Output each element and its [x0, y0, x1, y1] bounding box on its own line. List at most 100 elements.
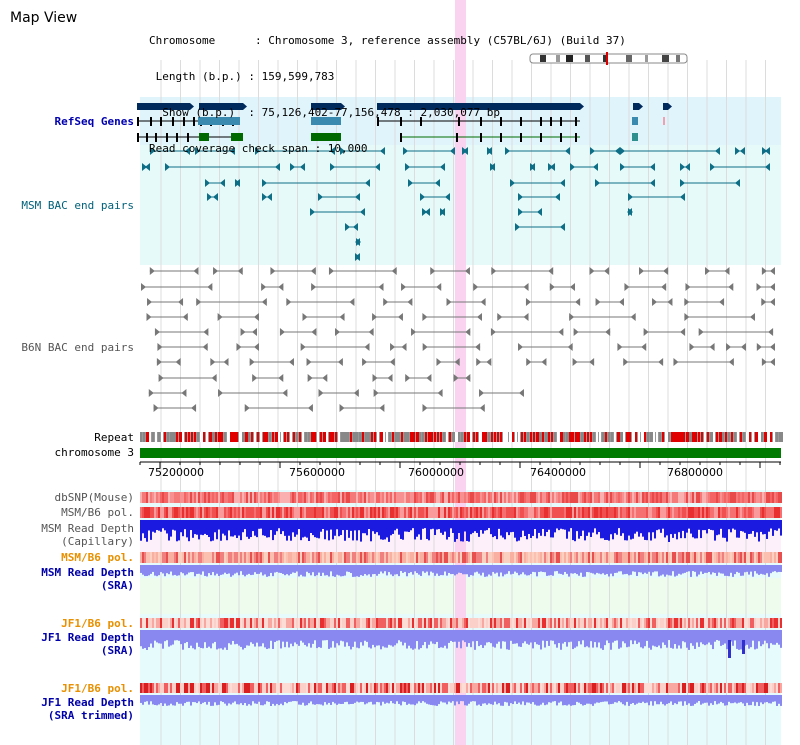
track-label-msm-b6-pol[interactable]: MSM/B6 pol.: [61, 506, 134, 519]
track-label-jf1-read-depth-trim[interactable]: JF1 Read Depth: [41, 696, 134, 709]
jf1-sra-depth-bar: [354, 630, 356, 642]
track-label-repeat[interactable]: Repeat: [94, 431, 134, 444]
jf1-b6-pol-heat-cell: [484, 683, 486, 693]
msm-sra-depth-bar: [530, 565, 532, 574]
jf1-b6-pol-heat-cell: [472, 618, 474, 628]
msm-b6-pol-heat-cell: [506, 507, 508, 518]
jf1-trim-depth-bar: [318, 695, 320, 705]
jf1-b6-pol-heat-cell: [560, 683, 562, 693]
msm-b6-pol-heat-cell: [556, 552, 558, 563]
jf1-b6-pol-heat-cell: [592, 618, 594, 628]
msm-cap-depth-bar: [226, 520, 228, 541]
msm-b6-pol-heat-cell: [396, 507, 398, 518]
track-label-jf1-b6-pol[interactable]: JF1/B6 pol.: [61, 617, 134, 630]
track-label-b6n-bac[interactable]: B6N BAC end pairs: [21, 341, 134, 354]
msm-b6-pol-heat-cell: [634, 552, 636, 563]
msm-b6-pol-heat-cell: [206, 507, 208, 518]
dbsnp-heat-cell: [350, 492, 352, 503]
jf1-b6-pol-heat-cell: [404, 683, 406, 693]
jf1-sra-depth-bar: [412, 630, 414, 650]
msm-b6-pol-heat-cell: [322, 552, 324, 563]
repeat-element: [593, 432, 595, 442]
bac-end-marker: [639, 267, 645, 275]
msm-b6-pol-heat-cell: [282, 507, 284, 518]
bac-end-marker: [762, 147, 767, 155]
msm-b6-pol-heat-cell: [708, 507, 710, 518]
track-label-msm-read-depth-sra[interactable]: MSM Read Depth: [41, 566, 134, 579]
msm-cap-depth-bar: [540, 520, 542, 536]
jf1-b6-pol-heat-cell: [438, 683, 440, 693]
jf1-sra-depth-bar: [368, 630, 370, 648]
msm-b6-pol-heat-cell: [144, 552, 146, 563]
track-label-msm-read-depth-cap[interactable]: MSM Read Depth: [41, 522, 134, 535]
msm-cap-depth-bar: [580, 520, 582, 537]
msm-b6-pol-heat-cell: [238, 507, 240, 518]
jf1-b6-pol-heat-cell: [206, 618, 208, 628]
bac-end-marker: [620, 163, 625, 171]
track-label-dbsnp[interactable]: dbSNP(Mouse): [54, 491, 134, 504]
msm-sra-depth-bar: [638, 565, 640, 573]
exon: [540, 117, 542, 126]
jf1-b6-pol-heat-cell: [186, 683, 188, 693]
bac-end-marker: [391, 267, 397, 275]
msm-b6-pol-heat-cell: [402, 552, 404, 563]
jf1-b6-pol-heat-cell: [684, 618, 686, 628]
jf1-trim-depth-bar: [236, 695, 238, 705]
bac-end-marker: [719, 298, 725, 306]
track-label-jf1-read-depth-sra-sub: (SRA): [100, 644, 134, 657]
jf1-b6-pol-heat-cell: [360, 683, 362, 693]
msm-b6-pol-heat-cell: [318, 552, 320, 563]
jf1-sra-depth-bar: [568, 630, 570, 643]
repeat-element: [293, 432, 295, 442]
msm-b6-pol-heat-cell: [516, 552, 518, 563]
jf1-sra-depth-bar: [140, 630, 142, 647]
track-label-msm-bac[interactable]: MSM BAC end pairs: [21, 199, 134, 212]
msm-sra-depth-bar: [474, 565, 476, 573]
msm-b6-pol-heat-cell: [628, 507, 630, 518]
msm-cap-depth-bar: [188, 520, 190, 542]
dbsnp-heat-cell: [472, 492, 474, 503]
msm-cap-depth-bar: [620, 520, 622, 536]
jf1-b6-pol-heat-cell: [510, 618, 512, 628]
jf1-trim-depth-bar: [430, 695, 432, 705]
msm-sra-depth-bar: [666, 565, 668, 575]
jf1-b6-pol-heat-cell: [320, 618, 322, 628]
msm-sra-depth-bar: [750, 565, 752, 572]
track-label-jf1-b6-pol-2[interactable]: JF1/B6 pol.: [61, 682, 134, 695]
jf1-b6-pol-heat-cell: [370, 618, 372, 628]
jf1-trim-depth-bar: [264, 695, 266, 705]
jf1-sra-depth-bar: [612, 630, 614, 643]
jf1-b6-pol-heat-cell: [598, 683, 600, 693]
dbsnp-heat-cell: [146, 492, 148, 503]
track-label-chromosome[interactable]: chromosome 3: [54, 446, 134, 459]
track-label-msm-b6-pol-2[interactable]: MSM/B6 pol.: [61, 551, 134, 564]
jf1-trim-depth-bar: [456, 695, 458, 702]
bac-end-marker: [475, 343, 481, 351]
track-label-jf1-read-depth-sra[interactable]: JF1 Read Depth: [41, 631, 134, 644]
jf1-b6-pol-heat-cell: [470, 618, 472, 628]
dbsnp-heat-cell: [282, 492, 284, 503]
bac-end-marker: [505, 147, 510, 155]
jf1-trim-depth-bar: [472, 695, 474, 702]
msm-sra-depth-bar: [708, 565, 710, 572]
msm-b6-pol-heat-cell: [274, 507, 276, 518]
jf1-sra-depth-bar: [630, 630, 632, 641]
jf1-sra-depth-bar: [448, 630, 450, 643]
msm-b6-pol-heat-cell: [760, 507, 762, 518]
bac-end-marker: [261, 298, 267, 306]
info-length: Length (b.p.) : 159,599,783: [149, 70, 335, 83]
msm-b6-pol-heat-cell: [438, 507, 440, 518]
repeat-element: [143, 432, 145, 442]
dbsnp-heat-cell: [662, 492, 664, 503]
msm-sra-depth-bar: [234, 565, 236, 574]
msm-cap-depth-bar: [370, 520, 372, 542]
jf1-sra-depth-bar: [740, 630, 742, 650]
msm-cap-depth-bar: [428, 520, 430, 541]
dbsnp-heat-cell: [694, 492, 696, 503]
repeat-element: [722, 432, 724, 442]
jf1-sra-depth-bar: [434, 630, 436, 645]
track-label-refseq[interactable]: RefSeq Genes: [54, 115, 134, 128]
jf1-sra-depth-bar: [360, 630, 362, 643]
msm-b6-pol-heat-cell: [314, 507, 316, 518]
msm-b6-pol-heat-cell: [466, 552, 468, 563]
